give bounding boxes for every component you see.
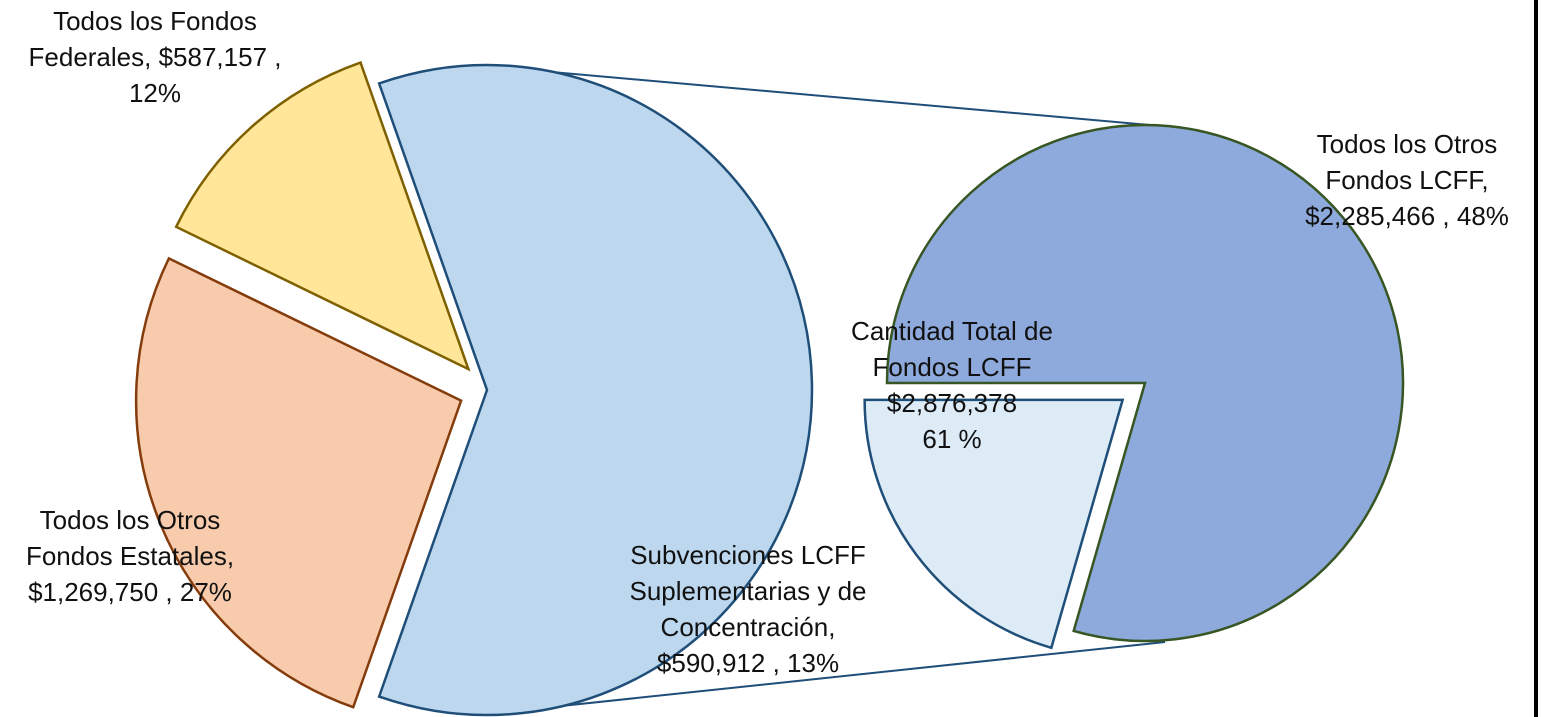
value-label: $590,912 , [656,648,780,678]
percent-label: 12% [128,78,182,108]
percent-label: 48% [1456,201,1509,231]
pie-slice [134,256,463,709]
pie-slice [174,60,471,372]
category: Todos los Otros Fondos Estatales, [25,505,235,571]
category: Todos los Fondos Federales, [28,6,257,72]
pie-slice [885,123,1405,643]
value-label: $2,876,378 [886,388,1018,418]
percent-label: 13% [787,648,840,678]
percent-label: 27% [179,577,232,607]
category: Subvenciones LCFF Suplementarias y de Co… [629,540,867,642]
label-lcff-total: Cantidad Total de Fondos LCFF $2,876,378… [822,313,1082,457]
connector-line [494,66,1151,126]
value-label: $2,285,466 , [1305,201,1450,231]
value-label: $587,157 , [158,42,282,72]
label-federal: Todos los Fondos Federales, $587,157 , 1… [0,3,310,111]
label-state: Todos los Otros Fondos Estatales, $1,269… [0,502,260,610]
pie-slice [863,398,1125,650]
label-other-lcff: Todos los Otros Fondos LCFF, $2,285,466 … [1282,126,1532,234]
pie-slice [377,63,814,717]
value-label: $1,269,750 , [28,577,173,607]
category: Cantidad Total de Fondos LCFF [851,316,1053,382]
category: Todos los Otros Fondos LCFF, [1316,129,1498,195]
percent-label: 61 % [922,424,982,454]
connector-line [494,641,1166,714]
label-supplemental: Subvenciones LCFF Suplementarias y de Co… [603,537,893,681]
